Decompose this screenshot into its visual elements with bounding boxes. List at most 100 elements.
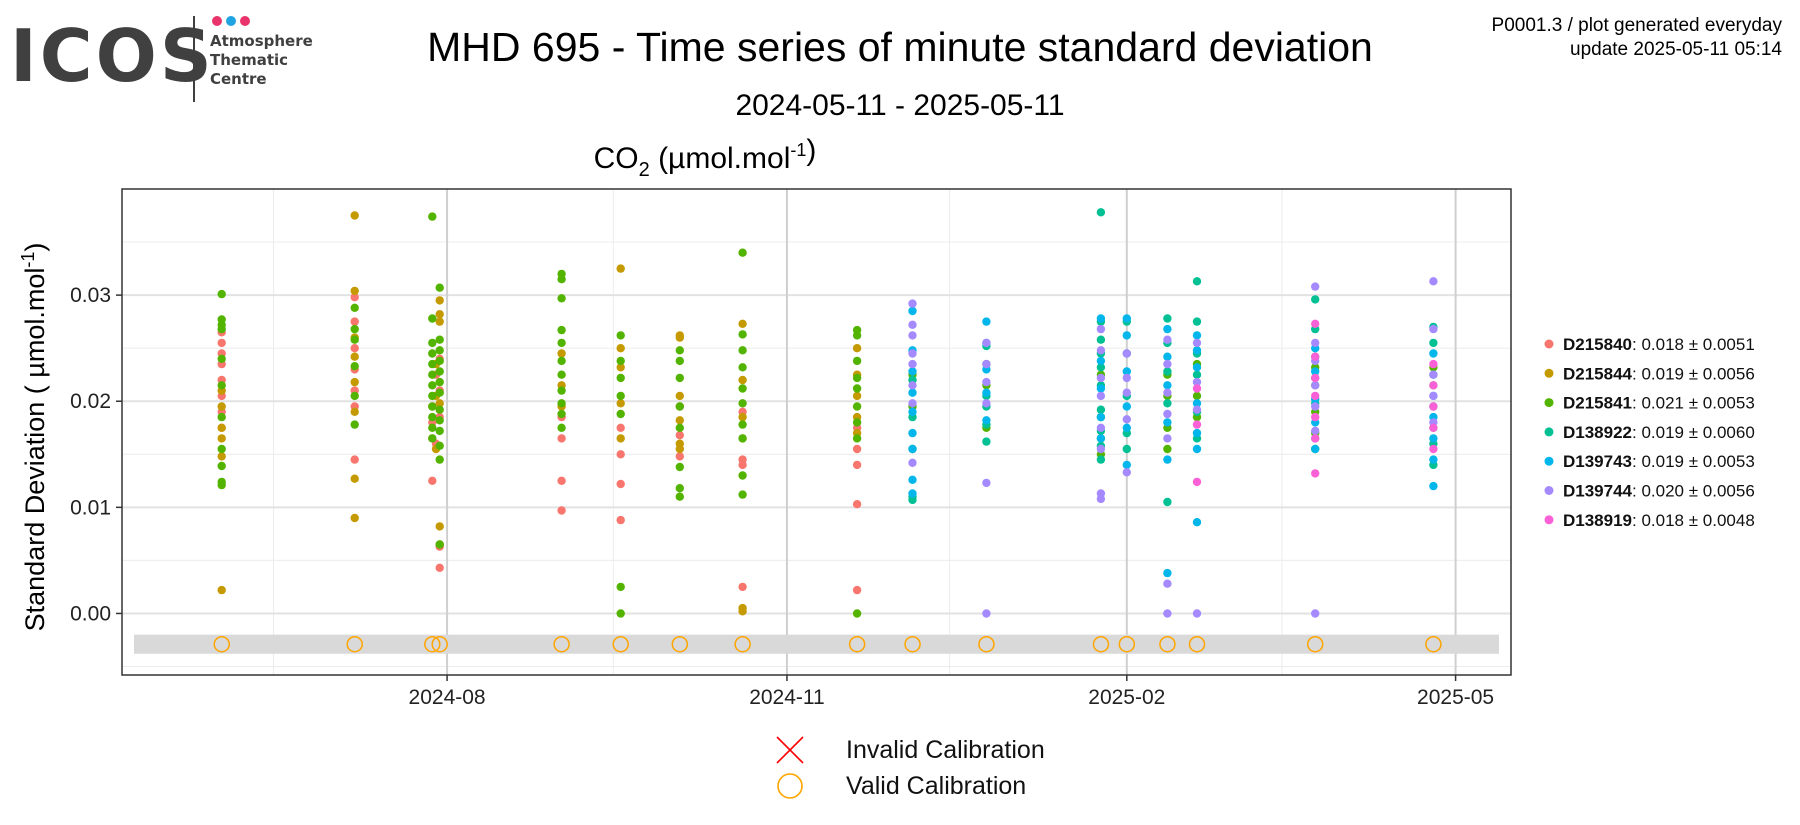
data-point-D215840: [852, 585, 862, 595]
data-point-D139744: [1096, 324, 1106, 334]
data-point-D215840: [435, 563, 444, 572]
data-point-D215844: [217, 434, 226, 443]
data-point-D138919: [1429, 423, 1438, 432]
data-point-D215841: [557, 423, 566, 432]
data-point-D139743: [1429, 481, 1438, 491]
data-point-D215841: [675, 373, 684, 383]
valid-calibration-marker: [848, 635, 866, 653]
data-point-D139744: [1429, 324, 1438, 334]
data-point-D215841: [1163, 444, 1172, 454]
data-point-D215841: [435, 405, 444, 414]
data-point-D215844: [738, 607, 747, 616]
data-point-D215841: [428, 391, 437, 401]
legend-label-D215841: D215841: 0.021 ± 0.0053: [1563, 394, 1755, 413]
data-point-D215840: [616, 515, 625, 525]
data-point-D139744: [908, 349, 917, 358]
data-point-D215841: [557, 399, 566, 408]
data-point-D138919: [1311, 391, 1320, 401]
legend-invalid-calibration-label: Invalid Calibration: [846, 736, 1045, 764]
data-point-D215841: [738, 363, 747, 372]
data-point-D215841: [217, 461, 226, 471]
data-point-D215841: [738, 330, 747, 339]
data-point-D215844: [350, 286, 359, 296]
data-point-D139744: [1192, 609, 1202, 618]
data-point-D139744: [908, 458, 917, 467]
legend-swatch-D215841: [1544, 398, 1554, 408]
data-point-D215841: [435, 283, 444, 292]
data-point-D215841: [350, 391, 359, 401]
legend-swatch-D215844: [1544, 368, 1554, 378]
data-point-D139743: [1096, 434, 1106, 443]
data-point-D138922: [1192, 317, 1202, 326]
data-point-D215841: [435, 540, 444, 549]
data-point-D139744: [1311, 381, 1320, 390]
data-point-D215841: [557, 294, 566, 303]
data-point-D139743: [908, 475, 917, 484]
data-point-D139743: [1192, 331, 1202, 340]
data-point-D215844: [435, 522, 444, 531]
data-point-D215841: [217, 324, 226, 334]
data-point-D215841: [217, 289, 226, 299]
data-point-D139744: [1096, 346, 1106, 355]
data-point-D139743: [1096, 412, 1106, 422]
data-point-D215844: [675, 416, 684, 425]
data-point-D215841: [428, 370, 437, 379]
y-tick-label: 0.00: [70, 602, 111, 625]
data-point-D215841: [428, 349, 437, 358]
data-point-D139743: [1429, 434, 1438, 443]
data-point-D139743: [908, 388, 917, 397]
data-point-D139744: [1096, 391, 1106, 401]
logo-line-1: Atmosphere: [210, 32, 313, 50]
data-point-D215841: [435, 377, 444, 387]
data-point-D215841: [435, 346, 444, 355]
data-point-D215844: [350, 513, 359, 523]
data-point-D215844: [217, 452, 226, 461]
x-tick-label: 2025-02: [1088, 686, 1165, 709]
data-point-D215844: [350, 377, 359, 387]
data-point-D139743: [1192, 363, 1202, 372]
data-point-D215841: [675, 462, 684, 472]
data-point-D139743: [908, 444, 917, 454]
data-point-D139744: [1122, 349, 1132, 358]
data-point-D139744: [908, 299, 917, 308]
data-point-D215840: [852, 460, 862, 470]
data-point-D138922: [908, 495, 917, 505]
data-point-D139744: [982, 399, 991, 408]
valid-calibration-marker: [904, 635, 921, 653]
data-point-D215844: [557, 349, 566, 358]
data-point-D139744: [1311, 338, 1320, 348]
valid-calibration-marker: [1118, 635, 1136, 653]
data-point-D215841: [738, 346, 747, 355]
data-point-D215841: [852, 331, 862, 340]
data-point-D215840: [675, 452, 684, 461]
data-point-D139744: [982, 377, 991, 387]
data-point-D215844: [616, 434, 625, 443]
data-point-D139744: [1311, 282, 1320, 291]
logo-wordmark: ICOS: [10, 14, 215, 98]
x-tick-label: 2024-11: [749, 686, 825, 709]
valid-calibration-marker: [1188, 635, 1206, 653]
plot-id: P0001.3 / plot generated everyday: [1491, 15, 1782, 36]
legend-swatch-D138919: [1544, 515, 1554, 525]
data-point-D215841: [428, 359, 437, 369]
legend-label-D139743: D139743: 0.019 ± 0.0053: [1563, 452, 1755, 471]
data-point-D139744: [908, 359, 917, 369]
data-point-D215841: [675, 356, 684, 366]
data-point-D215841: [350, 303, 359, 312]
data-point-D215841: [852, 418, 862, 427]
data-point-D139743: [1122, 367, 1132, 376]
data-point-D138919: [1311, 434, 1320, 443]
data-point-D215844: [350, 407, 359, 416]
legend-swatch-D138922: [1544, 427, 1554, 437]
data-point-D138922: [1096, 455, 1106, 464]
data-point-D138922: [1163, 314, 1172, 323]
data-point-D215840: [675, 431, 684, 440]
data-point-D138922: [1429, 338, 1438, 348]
valid-calibration-marker: [431, 635, 448, 653]
data-point-D215841: [350, 335, 359, 344]
data-point-D215841: [738, 471, 747, 480]
data-point-D215841: [738, 420, 747, 429]
data-point-D215840: [616, 479, 625, 489]
data-point-D139743: [1163, 352, 1172, 361]
valid-calibration-marker: [1159, 635, 1176, 653]
